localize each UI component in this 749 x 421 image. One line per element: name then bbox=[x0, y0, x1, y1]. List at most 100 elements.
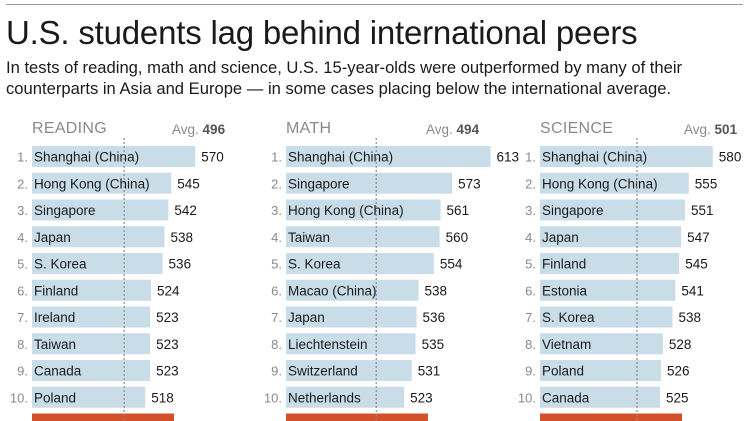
bar bbox=[286, 172, 453, 194]
country-label: Hong Kong (China) bbox=[288, 203, 404, 218]
country-label: S. Korea bbox=[34, 257, 87, 272]
rank-label: 9. bbox=[17, 364, 28, 379]
rank-label: 7. bbox=[525, 310, 536, 325]
country-label: S. Korea bbox=[288, 257, 341, 272]
rank-label: 4. bbox=[271, 230, 282, 245]
rank-label: 8. bbox=[525, 337, 536, 352]
bar bbox=[540, 172, 689, 194]
rank-label: 1. bbox=[17, 150, 28, 165]
bar bbox=[32, 172, 172, 194]
country-label: Taiwan bbox=[34, 337, 76, 352]
bar bbox=[540, 199, 685, 221]
bar bbox=[32, 253, 163, 274]
bar bbox=[286, 199, 441, 221]
value-label: 523 bbox=[156, 310, 179, 325]
bar bbox=[286, 226, 440, 248]
rank-label: 8. bbox=[17, 337, 28, 352]
us-bar bbox=[32, 413, 174, 421]
rank-label: 5. bbox=[17, 257, 28, 272]
rank-label: 10. bbox=[264, 390, 282, 405]
science-chart: 1. Shanghai (China) 580 2. Hong Kong (China)… bbox=[518, 138, 742, 421]
bar bbox=[540, 386, 660, 408]
country-label: Shanghai (China) bbox=[34, 150, 139, 165]
country-label: Singapore bbox=[288, 176, 350, 191]
value-label: 526 bbox=[667, 364, 690, 379]
value-label: 523 bbox=[156, 337, 179, 352]
rank-label: 1. bbox=[271, 150, 282, 165]
rank-label: 4. bbox=[17, 230, 28, 245]
country-label: Hong Kong (China) bbox=[542, 176, 658, 191]
country-label: Netherlands bbox=[288, 390, 361, 405]
value-label: 560 bbox=[446, 230, 469, 245]
page-title: U.S. students lag behind international p… bbox=[6, 14, 638, 51]
top-rule bbox=[6, 4, 743, 5]
country-label: Japan bbox=[34, 230, 71, 245]
rank-label: 2. bbox=[17, 176, 28, 191]
value-label: 580 bbox=[719, 150, 742, 165]
us-bar bbox=[540, 413, 682, 421]
value-label: 524 bbox=[157, 283, 180, 298]
value-label: 573 bbox=[458, 176, 481, 191]
bar bbox=[286, 360, 412, 381]
average-label: Avg. 494 bbox=[426, 122, 480, 137]
country-label: Japan bbox=[288, 310, 325, 325]
country-label: Finland bbox=[542, 257, 586, 272]
average-label: Avg. 501 bbox=[684, 122, 738, 137]
value-label: 536 bbox=[423, 310, 446, 325]
rank-label: 8. bbox=[271, 337, 282, 352]
average-value: 501 bbox=[714, 122, 738, 137]
bar bbox=[540, 226, 682, 248]
rank-label: 3. bbox=[525, 203, 536, 218]
rank-label: 7. bbox=[271, 310, 282, 325]
country-label: Taiwan bbox=[288, 230, 330, 245]
country-label: Shanghai (China) bbox=[542, 150, 647, 165]
average-value: 496 bbox=[202, 122, 226, 137]
rank-label: 4. bbox=[525, 230, 536, 245]
rank-label: 9. bbox=[271, 364, 282, 379]
bar bbox=[32, 333, 151, 355]
country-label: Finland bbox=[34, 283, 78, 298]
bar bbox=[286, 386, 405, 408]
bar bbox=[32, 199, 169, 221]
rank-label: 6. bbox=[525, 283, 536, 298]
bar bbox=[540, 360, 661, 381]
subtitle: In tests of reading, math and science, U… bbox=[6, 58, 746, 99]
science-panel: SCIENCE Avg. 501 1. Shanghai (China) 580 2.… bbox=[518, 118, 744, 421]
value-label: 523 bbox=[156, 364, 179, 379]
bar bbox=[540, 333, 663, 355]
country-label: Japan bbox=[542, 230, 579, 245]
bar bbox=[32, 226, 165, 248]
value-label: 535 bbox=[422, 337, 445, 352]
value-label: 551 bbox=[691, 203, 714, 218]
bar bbox=[540, 253, 680, 274]
average-value: 494 bbox=[456, 122, 480, 137]
bar bbox=[32, 279, 152, 301]
value-label: 545 bbox=[177, 176, 200, 191]
country-label: Poland bbox=[542, 364, 584, 379]
value-label: 547 bbox=[687, 230, 710, 245]
rank-label: 10. bbox=[10, 390, 28, 405]
bar bbox=[32, 360, 151, 381]
value-label: 545 bbox=[685, 257, 708, 272]
rank-label: 2. bbox=[271, 176, 282, 191]
panel-title: READING bbox=[32, 120, 107, 137]
value-label: 570 bbox=[201, 150, 224, 165]
panel-title: SCIENCE bbox=[540, 120, 614, 137]
country-label: Canada bbox=[542, 390, 590, 405]
average-label: Avg. 496 bbox=[172, 122, 226, 137]
value-label: 554 bbox=[440, 257, 463, 272]
subtitle-line-2: counterparts in Asia and Europe — in som… bbox=[6, 78, 672, 98]
value-label: 555 bbox=[695, 176, 718, 191]
country-label: Poland bbox=[34, 390, 76, 405]
value-label: 523 bbox=[410, 390, 433, 405]
value-label: 541 bbox=[681, 283, 704, 298]
value-label: 561 bbox=[447, 203, 470, 218]
rank-label: 3. bbox=[271, 203, 282, 218]
value-label: 531 bbox=[418, 364, 441, 379]
subtitle-line-1: In tests of reading, math and science, U… bbox=[6, 58, 683, 77]
bar bbox=[286, 253, 434, 274]
bar bbox=[540, 279, 676, 301]
bar bbox=[286, 306, 417, 328]
value-label: 538 bbox=[678, 310, 701, 325]
bar bbox=[286, 279, 419, 301]
